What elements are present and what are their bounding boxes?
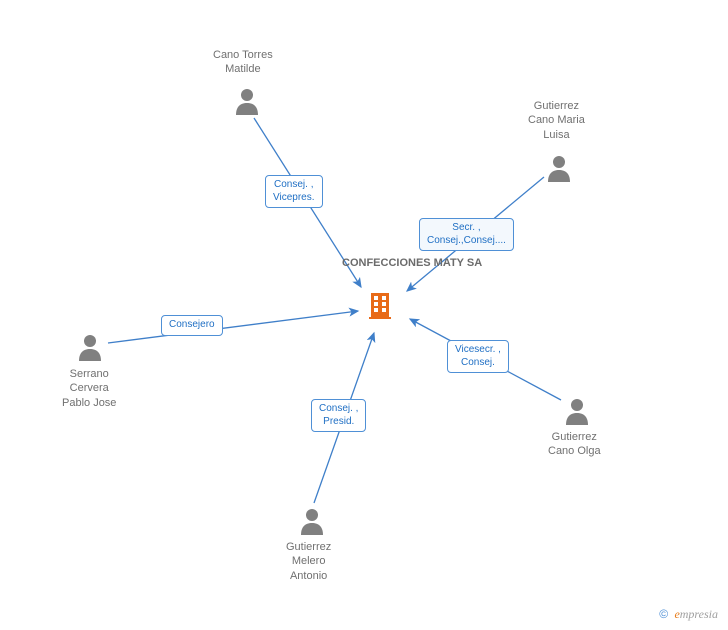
edge-label: Secr. , Consej.,Consej.... bbox=[419, 218, 514, 251]
center-company-label: CONFECCIONES MATY SA bbox=[342, 257, 482, 271]
person-icon bbox=[564, 397, 590, 425]
edge-label: Consej. , Vicepres. bbox=[265, 175, 323, 208]
person-label: Serrano Cervera Pablo Jose bbox=[62, 367, 116, 410]
edges-layer bbox=[0, 0, 728, 630]
person-icon bbox=[77, 333, 103, 361]
person-label: Gutierrez Cano Olga bbox=[548, 430, 601, 459]
person-label: Gutierrez Melero Antonio bbox=[286, 540, 331, 583]
company-building-icon bbox=[365, 290, 395, 320]
edge-label: Consejero bbox=[161, 315, 223, 336]
person-label: Cano Torres Matilde bbox=[213, 48, 273, 77]
edge-line bbox=[108, 311, 358, 343]
person-icon bbox=[299, 507, 325, 535]
edge-label: Vicesecr. , Consej. bbox=[447, 340, 509, 373]
brand-rest: mpresia bbox=[680, 607, 718, 621]
person-label: Gutierrez Cano Maria Luisa bbox=[528, 99, 585, 142]
copyright-symbol: © bbox=[659, 607, 668, 621]
edge-label: Consej. , Presid. bbox=[311, 399, 366, 432]
person-icon bbox=[546, 154, 572, 182]
person-icon bbox=[234, 87, 260, 115]
watermark: © empresia bbox=[659, 607, 718, 622]
